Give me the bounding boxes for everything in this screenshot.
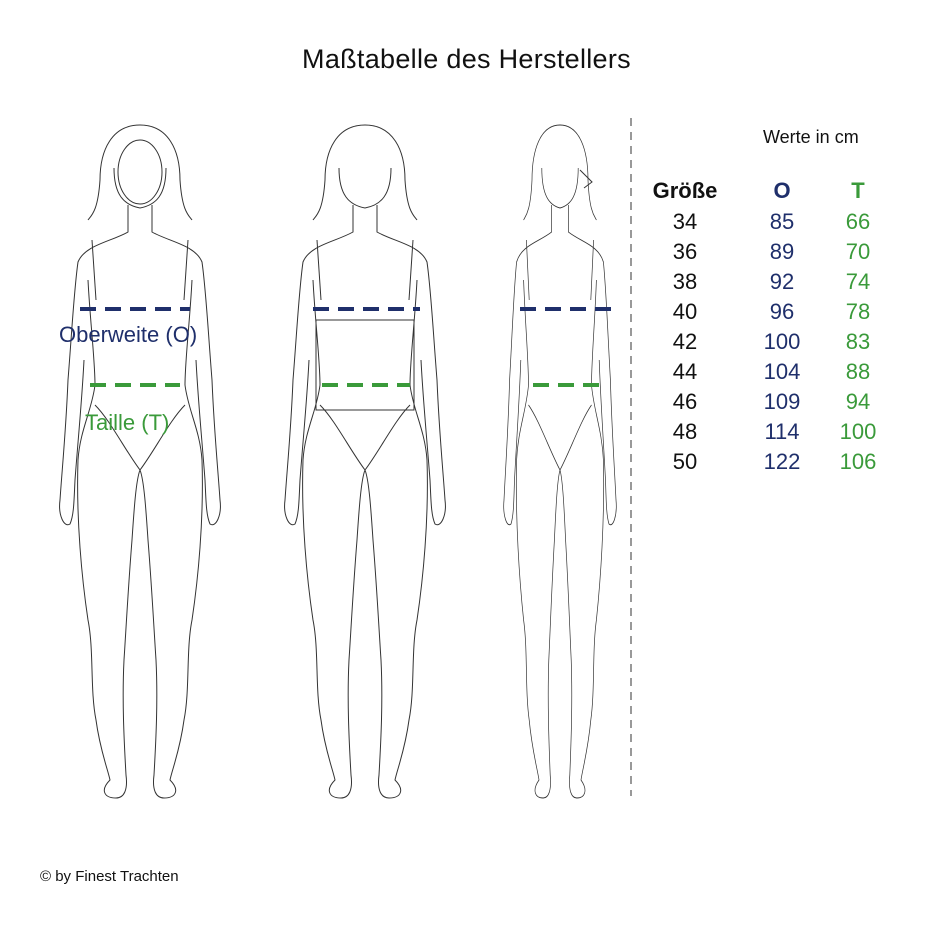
bust-cell: 109 [763,389,801,414]
waist-header: T [851,178,865,203]
size-cell: 36 [672,239,698,264]
size-cell: 44 [672,359,698,384]
back-figure [284,124,446,799]
size-cell: 46 [672,389,698,414]
copyright: © by Finest Trachten [40,868,179,885]
size-cell: 40 [672,299,698,324]
bust-cell: 92 [769,269,795,294]
size-cell: 34 [672,209,698,234]
bust-cell: 89 [769,239,795,264]
bust-cell: 100 [763,329,801,354]
size-header: Größe [652,178,718,203]
bust-label: Oberweite (O) [59,322,198,347]
bust-cell: 85 [769,209,795,234]
side-figure [503,124,617,799]
size-cell: 48 [672,419,698,444]
bust-header: O [773,178,791,203]
size-cell: 50 [672,449,698,474]
waist-cell: 88 [845,359,871,384]
waist-cell: 100 [839,419,877,444]
bust-column: 85 89 92 96 100 104 109 114 122 [747,207,817,477]
size-column: 34 36 38 40 42 44 46 48 50 [655,207,715,477]
waist-cell: 74 [845,269,871,294]
waist-label: Taille (T) [85,410,170,435]
bust-cell: 104 [763,359,801,384]
bust-cell: 122 [763,449,801,474]
waist-cell: 94 [845,389,871,414]
waist-cell: 70 [845,239,871,264]
waist-column: 66 70 74 78 83 88 94 100 106 [823,207,893,477]
units-note: Werte in cm [763,127,859,147]
waist-cell: 78 [845,299,871,324]
waist-cell: 66 [845,209,871,234]
bust-cell: 114 [764,419,800,444]
page-title: Maßtabelle des Herstellers [302,44,631,74]
bust-cell: 96 [769,299,795,324]
size-cell: 38 [672,269,698,294]
waist-cell: 83 [845,329,871,354]
front-figure [59,124,221,799]
waist-cell: 106 [839,449,877,474]
size-cell: 42 [672,329,698,354]
